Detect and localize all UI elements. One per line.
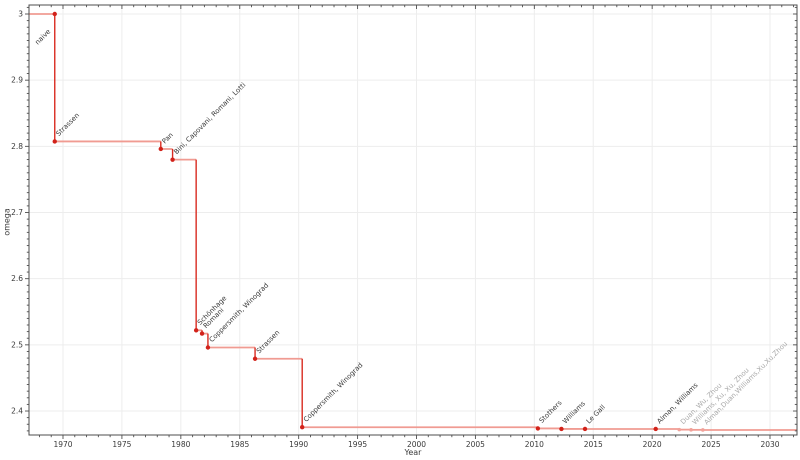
data-point-marker bbox=[199, 331, 205, 336]
data-point-label: Williams bbox=[561, 399, 587, 425]
data-point-marker bbox=[205, 345, 211, 350]
x-tick-label: 1995 bbox=[348, 440, 367, 449]
data-point-marker bbox=[582, 426, 588, 432]
data-point-label: Strassen bbox=[55, 111, 82, 138]
y-tick-label: 3 bbox=[18, 10, 23, 19]
x-tick-label: 1975 bbox=[112, 440, 131, 449]
data-point-label: Stothers bbox=[538, 399, 564, 425]
y-tick-label: 2.6 bbox=[11, 274, 23, 283]
x-tick-label: 2015 bbox=[584, 440, 603, 449]
x-tick-label: 2005 bbox=[466, 440, 485, 449]
x-tick-label: 2025 bbox=[702, 440, 721, 449]
x-tick-label: 1980 bbox=[171, 440, 190, 449]
y-axis-label: omega bbox=[2, 208, 12, 236]
x-tick-label: 1985 bbox=[230, 440, 249, 449]
x-tick-label: 1990 bbox=[289, 440, 308, 449]
data-point-marker bbox=[689, 428, 693, 432]
data-point-label: naive bbox=[34, 28, 53, 47]
y-tick-label: 2.4 bbox=[11, 407, 23, 416]
x-tick-label: 1970 bbox=[53, 440, 72, 449]
plot-frame bbox=[28, 4, 798, 436]
x-tick-label: 2000 bbox=[407, 440, 426, 449]
data-point-marker bbox=[158, 146, 164, 152]
data-point-label: Williams, Xu, Xu, Zhou bbox=[691, 366, 751, 426]
data-point-marker bbox=[653, 426, 658, 432]
data-point-marker bbox=[677, 427, 682, 432]
data-point-marker bbox=[559, 426, 564, 432]
data-point-marker bbox=[701, 428, 705, 432]
data-point-label: Le Gall bbox=[585, 403, 607, 425]
data-point-marker bbox=[52, 139, 57, 144]
data-point-label: Strassen bbox=[255, 329, 282, 356]
y-tick-label: 2.8 bbox=[11, 142, 23, 151]
data-point-marker bbox=[193, 328, 199, 333]
y-tick-label: 2.5 bbox=[11, 340, 23, 349]
x-axis-label: Year bbox=[404, 448, 422, 457]
data-point-label: Bini, Capovani, Romani, Lotti bbox=[172, 81, 247, 156]
data-point-label: Pan bbox=[161, 131, 175, 145]
data-point-marker bbox=[300, 425, 305, 430]
x-tick-label: 2010 bbox=[525, 440, 544, 449]
x-tick-label: 2030 bbox=[760, 440, 779, 449]
data-point-label: Coppersmith, Winograd bbox=[302, 361, 364, 423]
y-tick-label: 2.9 bbox=[11, 76, 23, 85]
data-point-marker bbox=[535, 426, 541, 431]
y-tick-label: 2.7 bbox=[11, 208, 23, 217]
data-point-marker bbox=[170, 157, 175, 162]
data-point-marker bbox=[252, 356, 258, 361]
x-tick-label: 2020 bbox=[643, 440, 662, 449]
data-point-marker bbox=[52, 11, 57, 17]
